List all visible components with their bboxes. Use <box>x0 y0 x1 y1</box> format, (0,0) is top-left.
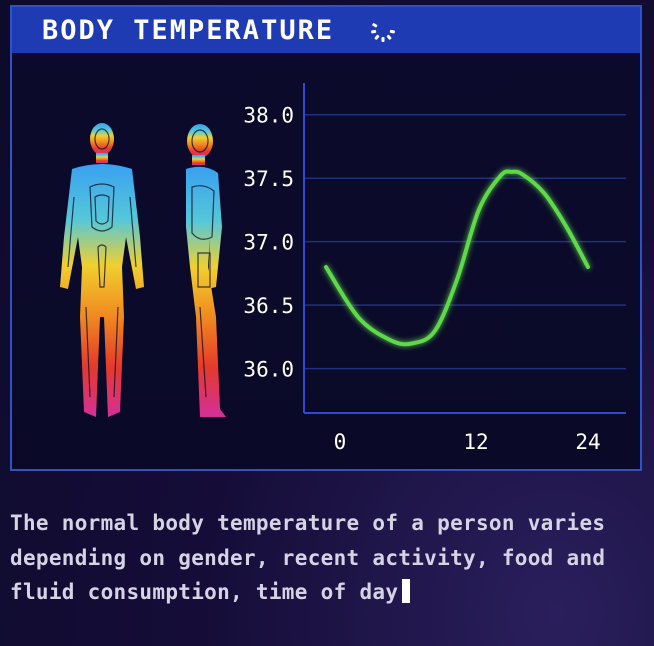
text-cursor <box>402 579 411 603</box>
x-tick-label: 0 <box>334 430 347 454</box>
y-tick-label: 36.5 <box>243 294 294 318</box>
y-tick-label: 36.0 <box>243 358 294 382</box>
y-tick-label: 37.0 <box>243 231 294 255</box>
y-tick-label: 37.5 <box>243 167 294 191</box>
x-tick-label: 12 <box>463 430 488 454</box>
temperature-panel: BODY TEMPERATURE <box>10 5 642 471</box>
caption-text: The normal body temperature of a person … <box>10 511 606 604</box>
x-tick-label: 24 <box>575 430 600 454</box>
y-tick-label: 38.0 <box>243 104 294 128</box>
loading-spinner-icon <box>371 23 396 42</box>
body-side-thermal-icon <box>186 124 226 417</box>
body-front-thermal-icon <box>60 123 144 417</box>
body-figures <box>60 123 226 417</box>
temperature-line <box>324 169 590 347</box>
description-text: The normal body temperature of a person … <box>10 506 650 610</box>
temperature-chart: 38.0 37.5 37.0 36.5 36.0 0 12 24 <box>243 83 626 454</box>
panel-title: BODY TEMPERATURE <box>42 14 335 46</box>
title-bar: BODY TEMPERATURE <box>12 7 640 53</box>
